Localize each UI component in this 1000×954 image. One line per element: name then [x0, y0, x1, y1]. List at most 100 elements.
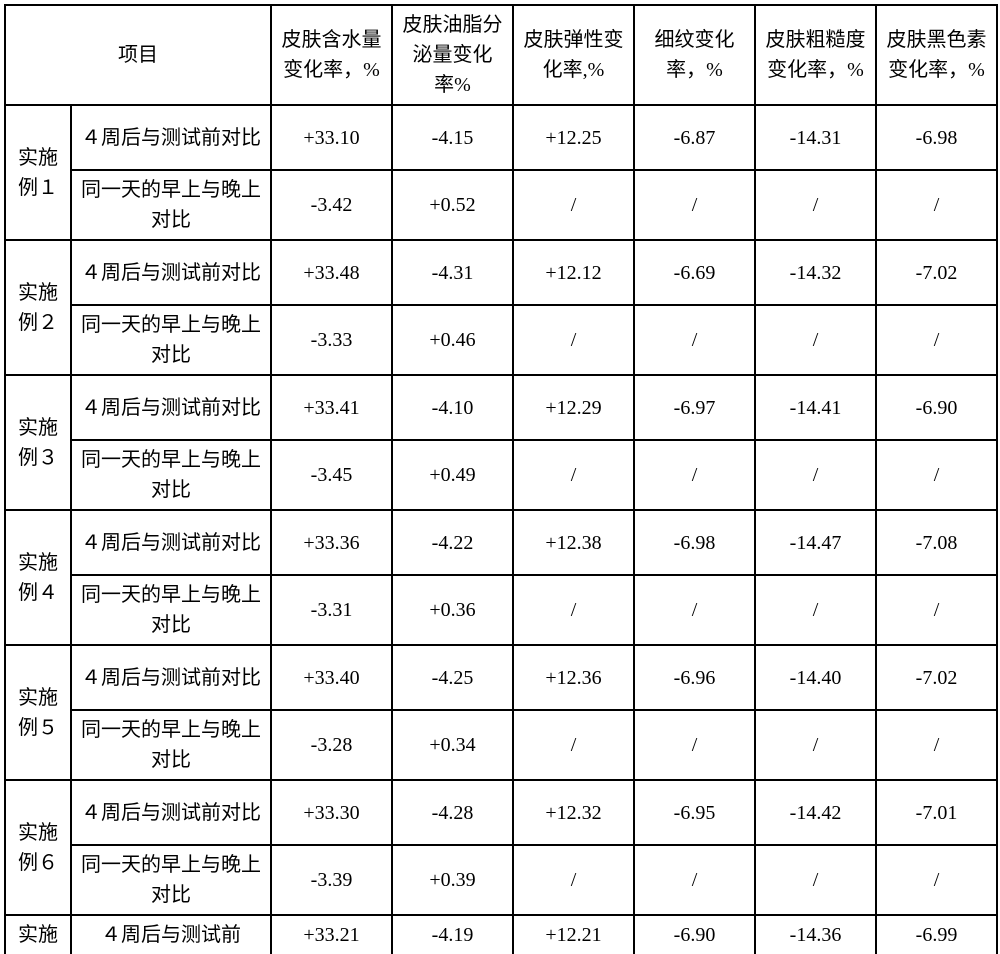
value-cell: /: [755, 170, 876, 240]
data-table: 项目皮肤含水量变化率，%皮肤油脂分泌量变化率%皮肤弹性变化率,%细纹变化率，%皮…: [4, 4, 998, 954]
value-cell: /: [513, 440, 634, 510]
value-cell: +12.38: [513, 510, 634, 575]
value-cell: +0.49: [392, 440, 513, 510]
value-cell: -14.36: [755, 915, 876, 954]
value-cell: /: [634, 845, 755, 915]
col-header: 皮肤黑色素变化率，%: [876, 5, 997, 105]
value-cell: /: [634, 440, 755, 510]
condition-cell: 同一天的早上与晚上对比: [71, 845, 271, 915]
value-cell: -6.99: [876, 915, 997, 954]
col-header: 细纹变化率，%: [634, 5, 755, 105]
table-row: 同一天的早上与晚上对比-3.42+0.52////: [5, 170, 997, 240]
value-cell: -4.15: [392, 105, 513, 170]
value-cell: -7.01: [876, 780, 997, 845]
value-cell: -3.42: [271, 170, 392, 240]
value-cell: +12.12: [513, 240, 634, 305]
value-cell: -4.28: [392, 780, 513, 845]
value-cell: /: [513, 170, 634, 240]
condition-cell: ４周后与测试前对比: [71, 510, 271, 575]
value-cell: -14.42: [755, 780, 876, 845]
condition-cell: 同一天的早上与晚上对比: [71, 305, 271, 375]
table-row: 实施例６４周后与测试前对比+33.30-4.28+12.32-6.95-14.4…: [5, 780, 997, 845]
value-cell: -6.69: [634, 240, 755, 305]
value-cell: /: [634, 305, 755, 375]
value-cell: /: [513, 845, 634, 915]
col-header: 皮肤弹性变化率,%: [513, 5, 634, 105]
condition-cell: 同一天的早上与晚上对比: [71, 440, 271, 510]
value-cell: +0.36: [392, 575, 513, 645]
experiment-label: 实施例３: [5, 375, 71, 510]
experiment-label: 实施例４: [5, 510, 71, 645]
value-cell: /: [755, 710, 876, 780]
value-cell: /: [876, 440, 997, 510]
table-row: 同一天的早上与晚上对比-3.39+0.39////: [5, 845, 997, 915]
value-cell: +12.21: [513, 915, 634, 954]
value-cell: -6.96: [634, 645, 755, 710]
value-cell: /: [634, 170, 755, 240]
value-cell: -6.95: [634, 780, 755, 845]
condition-cell: ４周后与测试前对比: [71, 240, 271, 305]
value-cell: -4.22: [392, 510, 513, 575]
value-cell: -3.39: [271, 845, 392, 915]
value-cell: +33.36: [271, 510, 392, 575]
value-cell: -4.25: [392, 645, 513, 710]
value-cell: /: [755, 305, 876, 375]
value-cell: /: [513, 305, 634, 375]
condition-cell: ４周后与测试前: [71, 915, 271, 954]
value-cell: -3.31: [271, 575, 392, 645]
value-cell: +0.46: [392, 305, 513, 375]
condition-cell: 同一天的早上与晚上对比: [71, 170, 271, 240]
value-cell: +33.40: [271, 645, 392, 710]
table-row: 实施例５４周后与测试前对比+33.40-4.25+12.36-6.96-14.4…: [5, 645, 997, 710]
experiment-label: 实施例６: [5, 780, 71, 915]
value-cell: -7.02: [876, 645, 997, 710]
value-cell: +0.52: [392, 170, 513, 240]
value-cell: /: [755, 575, 876, 645]
value-cell: +0.39: [392, 845, 513, 915]
value-cell: -14.47: [755, 510, 876, 575]
table-body: 项目皮肤含水量变化率，%皮肤油脂分泌量变化率%皮肤弹性变化率,%细纹变化率，%皮…: [5, 5, 997, 954]
value-cell: +33.41: [271, 375, 392, 440]
experiment-label: 实施: [5, 915, 71, 954]
table-row: 同一天的早上与晚上对比-3.33+0.46////: [5, 305, 997, 375]
table-row: 实施例１４周后与测试前对比+33.10-4.15+12.25-6.87-14.3…: [5, 105, 997, 170]
experiment-label: 实施例５: [5, 645, 71, 780]
value-cell: -6.90: [876, 375, 997, 440]
value-cell: -4.19: [392, 915, 513, 954]
value-cell: -7.08: [876, 510, 997, 575]
condition-cell: 同一天的早上与晚上对比: [71, 575, 271, 645]
condition-cell: ４周后与测试前对比: [71, 780, 271, 845]
col-header: 皮肤油脂分泌量变化率%: [392, 5, 513, 105]
value-cell: /: [755, 845, 876, 915]
value-cell: +12.32: [513, 780, 634, 845]
table-row: 同一天的早上与晚上对比-3.28+0.34////: [5, 710, 997, 780]
value-cell: -6.98: [876, 105, 997, 170]
value-cell: +33.10: [271, 105, 392, 170]
col-header: 皮肤含水量变化率，%: [271, 5, 392, 105]
experiment-label: 实施例２: [5, 240, 71, 375]
table-header-row: 项目皮肤含水量变化率，%皮肤油脂分泌量变化率%皮肤弹性变化率,%细纹变化率，%皮…: [5, 5, 997, 105]
table-row: 实施例２４周后与测试前对比+33.48-4.31+12.12-6.69-14.3…: [5, 240, 997, 305]
value-cell: /: [876, 575, 997, 645]
value-cell: /: [876, 170, 997, 240]
value-cell: -14.41: [755, 375, 876, 440]
value-cell: /: [513, 710, 634, 780]
value-cell: +33.21: [271, 915, 392, 954]
table-row: 实施例３４周后与测试前对比+33.41-4.10+12.29-6.97-14.4…: [5, 375, 997, 440]
table-row: 实施例４４周后与测试前对比+33.36-4.22+12.38-6.98-14.4…: [5, 510, 997, 575]
value-cell: -14.40: [755, 645, 876, 710]
value-cell: -6.90: [634, 915, 755, 954]
value-cell: +12.25: [513, 105, 634, 170]
value-cell: -6.97: [634, 375, 755, 440]
value-cell: +12.36: [513, 645, 634, 710]
value-cell: -4.31: [392, 240, 513, 305]
value-cell: -14.32: [755, 240, 876, 305]
value-cell: /: [876, 710, 997, 780]
value-cell: -3.28: [271, 710, 392, 780]
table-row: 同一天的早上与晚上对比-3.45+0.49////: [5, 440, 997, 510]
condition-cell: ４周后与测试前对比: [71, 375, 271, 440]
value-cell: +33.30: [271, 780, 392, 845]
value-cell: -6.87: [634, 105, 755, 170]
value-cell: -3.45: [271, 440, 392, 510]
value-cell: /: [755, 440, 876, 510]
